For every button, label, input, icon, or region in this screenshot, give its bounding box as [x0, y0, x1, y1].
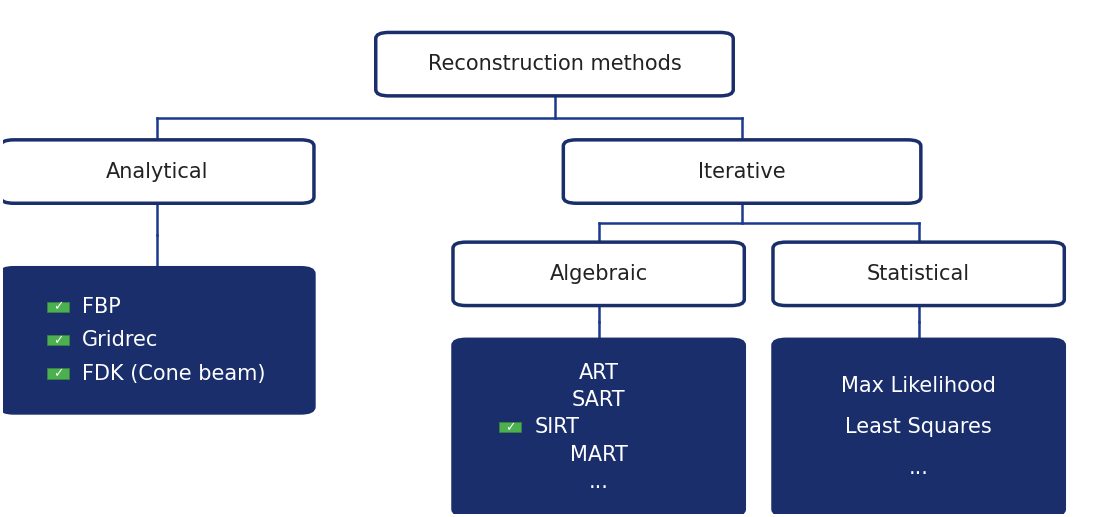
FancyBboxPatch shape [1, 140, 314, 203]
Text: Max Likelihood: Max Likelihood [842, 376, 996, 397]
Text: ✓: ✓ [505, 421, 516, 434]
FancyBboxPatch shape [47, 335, 69, 345]
Text: Iterative: Iterative [699, 161, 786, 181]
Text: Least Squares: Least Squares [845, 417, 993, 437]
Text: Gridrec: Gridrec [82, 330, 159, 351]
Text: ✓: ✓ [53, 367, 63, 380]
FancyBboxPatch shape [773, 242, 1065, 306]
Text: Reconstruction methods: Reconstruction methods [428, 54, 681, 74]
Text: ART: ART [579, 363, 619, 383]
Text: SIRT: SIRT [535, 417, 580, 437]
FancyBboxPatch shape [47, 302, 69, 312]
Text: Algebraic: Algebraic [550, 264, 648, 284]
Text: ...: ... [589, 472, 609, 492]
Text: Analytical: Analytical [106, 161, 208, 181]
FancyBboxPatch shape [563, 140, 920, 203]
Text: ...: ... [908, 458, 928, 478]
FancyBboxPatch shape [47, 369, 69, 378]
FancyBboxPatch shape [452, 242, 744, 306]
Text: ✓: ✓ [53, 334, 63, 347]
FancyBboxPatch shape [1, 268, 314, 413]
Text: MART: MART [570, 445, 628, 465]
Text: FBP: FBP [82, 297, 121, 317]
Text: FDK (Cone beam): FDK (Cone beam) [82, 363, 266, 384]
FancyBboxPatch shape [773, 339, 1065, 515]
FancyBboxPatch shape [376, 33, 733, 96]
Text: ✓: ✓ [53, 300, 63, 314]
Text: Statistical: Statistical [867, 264, 970, 284]
FancyBboxPatch shape [452, 339, 744, 515]
Text: SART: SART [572, 390, 625, 410]
FancyBboxPatch shape [499, 422, 521, 432]
